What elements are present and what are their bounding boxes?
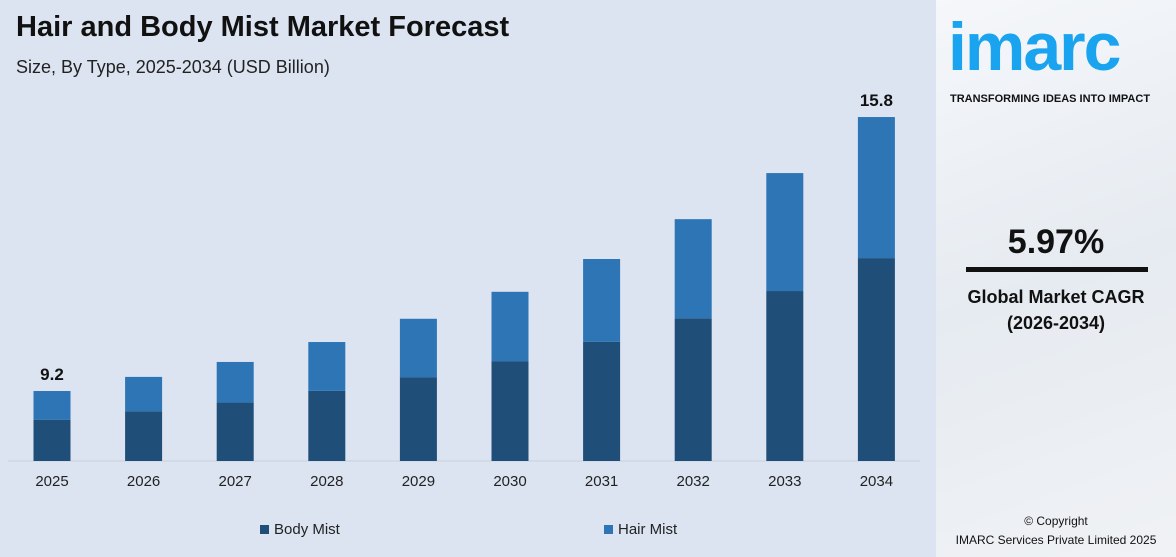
bar-hair-mist-2029 — [399, 318, 437, 378]
chart-title: Hair and Body Mist Market Forecast — [16, 11, 510, 43]
x-tick-label: 2033 — [768, 473, 801, 490]
bar-hair-mist-2031 — [583, 259, 621, 342]
bar-body-mist-2027 — [216, 402, 254, 461]
bar-hair-mist-2026 — [125, 376, 163, 412]
legend-label: Body Mist — [274, 521, 340, 538]
cagr-value: 5.97% — [1007, 223, 1105, 261]
brand-tagline: TRANSFORMING IDEAS INTO IMPACT — [950, 93, 1151, 105]
legend-swatch — [604, 525, 613, 534]
copyright-line1: © Copyright — [1024, 514, 1088, 528]
x-tick-label: 2029 — [402, 473, 435, 490]
cagr-label: Global Market CAGR (2026-2034) — [936, 284, 1176, 336]
legend-swatch — [260, 525, 269, 534]
bar-hair-mist-2025 — [33, 391, 71, 420]
bar-body-mist-2030 — [491, 361, 529, 461]
data-label: 9.2 — [40, 365, 64, 384]
legend-item-hair-mist: Hair Mist — [604, 521, 677, 538]
bar-body-mist-2031 — [583, 341, 621, 461]
bar-body-mist-2032 — [674, 318, 712, 461]
bar-chart: 2025 9.2 2026 2027 2028 2029 2030 2031 2032 2033 2… — [8, 91, 920, 490]
chart-panel: Hair and Body Mist Market Forecast Size,… — [8, 11, 920, 538]
legend-label: Hair Mist — [618, 521, 678, 538]
x-tick-label: 2031 — [585, 473, 618, 490]
cagr-label-line1: Global Market CAGR — [967, 287, 1145, 307]
bar-hair-mist-2030 — [491, 291, 529, 362]
bar-hair-mist-2028 — [308, 342, 346, 391]
bar-body-mist-2033 — [766, 291, 804, 461]
divider — [966, 267, 1148, 272]
data-label: 15.8 — [860, 91, 893, 110]
x-tick-label: 2028 — [310, 473, 343, 490]
info-panel: imarc TRANSFORMING IDEAS INTO IMPACT 5.9… — [936, 0, 1176, 557]
bar-hair-mist-2033 — [766, 173, 804, 292]
bar-body-mist-2029 — [399, 377, 437, 461]
x-tick-label: 2026 — [127, 473, 160, 490]
x-tick-label: 2025 — [35, 473, 68, 490]
cagr-label-line2: (2026-2034) — [1006, 313, 1106, 333]
x-tick-label: 2034 — [860, 473, 893, 490]
chart-subtitle: Size, By Type, 2025-2034 (USD Billion) — [16, 57, 330, 77]
bar-hair-mist-2032 — [674, 219, 712, 319]
bar-body-mist-2025 — [33, 419, 71, 461]
bar-hair-mist-2027 — [216, 361, 254, 403]
x-tick-label: 2030 — [493, 473, 526, 490]
bar-hair-mist-2034 — [857, 117, 895, 259]
copyright: © Copyright IMARC Services Private Limite… — [936, 512, 1176, 550]
x-tick-label: 2027 — [219, 473, 252, 490]
bar-body-mist-2026 — [125, 411, 163, 461]
imarc-logo: imarc — [948, 9, 1121, 85]
bar-body-mist-2034 — [857, 258, 895, 461]
legend-item-body-mist: Body Mist — [260, 521, 340, 538]
bar-body-mist-2028 — [308, 390, 346, 461]
copyright-line2: IMARC Services Private Limited 2025 — [955, 533, 1157, 547]
x-tick-label: 2032 — [677, 473, 710, 490]
